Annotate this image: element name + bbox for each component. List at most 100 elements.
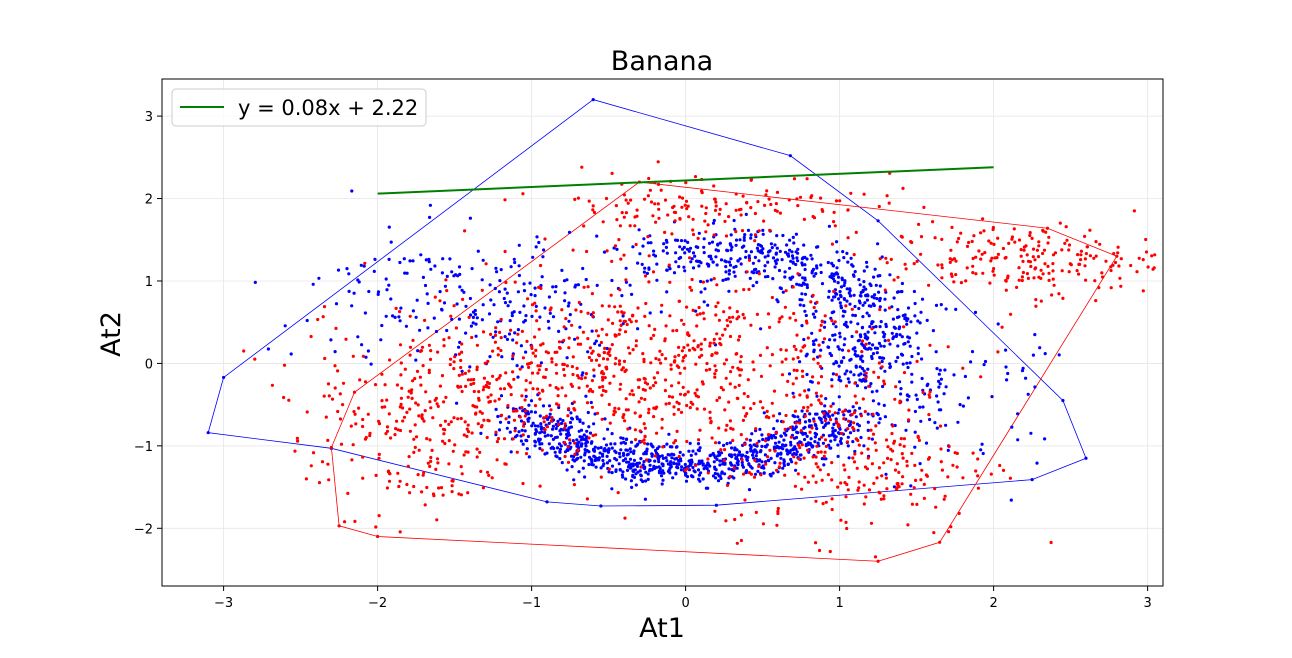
blue-point: [836, 454, 840, 458]
blue-point: [647, 266, 651, 270]
red-point: [940, 276, 944, 280]
red-point: [344, 337, 348, 341]
x-axis-label: At1: [639, 613, 685, 644]
red-point: [1039, 276, 1043, 280]
blue-point: [479, 431, 483, 435]
blue-point: [573, 337, 577, 341]
blue-point: [973, 310, 978, 314]
blue-point: [526, 434, 531, 439]
blue-point: [751, 284, 755, 288]
blue-point: [494, 266, 498, 270]
red-point: [780, 373, 785, 377]
red-point: [428, 357, 433, 361]
blue-point: [498, 420, 503, 424]
red-point: [594, 358, 599, 362]
red-point: [745, 412, 749, 416]
blue-point: [842, 356, 846, 360]
blue-point: [617, 451, 622, 456]
blue-point: [913, 409, 918, 414]
blue-point: [820, 420, 824, 425]
blue-point: [996, 322, 1000, 326]
red-point: [678, 216, 682, 221]
blue-point: [689, 260, 693, 264]
red-point: [759, 473, 763, 477]
blue-point: [525, 447, 529, 451]
red-point: [400, 386, 404, 390]
blue-point: [506, 304, 510, 308]
red-point: [781, 420, 785, 424]
red-point: [708, 341, 712, 345]
red-point: [573, 452, 577, 456]
blue-point: [1006, 371, 1010, 376]
blue-point: [884, 472, 888, 476]
blue-point: [670, 445, 674, 449]
red-point: [834, 419, 839, 423]
red-point: [902, 437, 907, 441]
blue-point: [398, 319, 402, 323]
red-point: [802, 217, 807, 221]
blue-point: [916, 352, 920, 356]
red-point: [712, 184, 716, 188]
red-point: [765, 189, 769, 193]
blue-point: [862, 444, 866, 448]
red-point: [643, 274, 648, 278]
red-point: [1109, 265, 1113, 269]
blue-point: [625, 460, 629, 464]
red-point: [795, 197, 799, 201]
blue-point: [642, 237, 646, 241]
blue-point: [747, 463, 751, 467]
red-point: [723, 327, 727, 331]
blue-point: [732, 265, 736, 269]
blue-point: [750, 432, 754, 436]
blue-point: [618, 455, 622, 459]
blue-point: [554, 285, 558, 289]
blue-point: [673, 457, 677, 461]
red-point: [947, 444, 951, 449]
red-point: [341, 381, 346, 385]
red-point: [624, 397, 628, 401]
red-point: [651, 214, 655, 218]
red-point: [430, 448, 434, 452]
red-point: [682, 322, 686, 326]
red-point: [476, 422, 480, 426]
blue-point: [812, 350, 816, 354]
red-point: [814, 462, 818, 466]
red-point: [822, 337, 827, 341]
red-point: [688, 285, 692, 289]
red-point: [427, 368, 431, 372]
blue-point: [513, 260, 517, 265]
blue-point: [990, 395, 994, 399]
red-point: [992, 273, 996, 277]
red-point: [850, 307, 854, 311]
red-point: [729, 370, 733, 374]
red-point: [466, 491, 470, 495]
blue-point: [875, 389, 879, 393]
blue-point: [665, 442, 669, 446]
blue-point: [892, 296, 896, 300]
blue-point: [610, 464, 615, 468]
red-point: [1047, 235, 1051, 239]
red-point: [1078, 262, 1082, 266]
red-point: [523, 398, 527, 402]
blue-point: [711, 260, 715, 264]
red-point: [739, 433, 743, 437]
blue-point: [634, 483, 638, 487]
blue-point: [740, 454, 744, 458]
blue-point: [915, 397, 919, 401]
red-point: [738, 373, 742, 377]
blue-point: [794, 468, 798, 472]
blue-point: [563, 450, 568, 454]
red-point: [436, 461, 440, 465]
blue-point: [662, 242, 666, 246]
red-point: [602, 351, 606, 355]
blue-point: [772, 434, 776, 438]
red-point: [840, 431, 844, 435]
blue-point: [554, 422, 558, 427]
red-point: [700, 189, 704, 193]
blue-point: [853, 349, 857, 353]
blue-point: [858, 365, 862, 369]
blue-point: [791, 261, 795, 265]
red-point: [740, 458, 744, 462]
red-point: [588, 346, 593, 350]
blue-point: [567, 230, 572, 234]
